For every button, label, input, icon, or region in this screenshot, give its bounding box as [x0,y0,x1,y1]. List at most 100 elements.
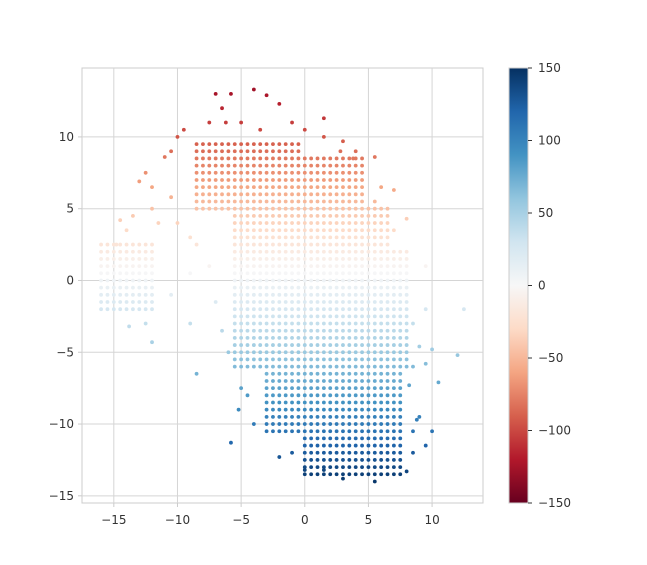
data-point [124,228,129,233]
data-point [334,285,339,290]
data-point [290,271,294,276]
data-point [232,307,237,312]
data-point [391,336,396,340]
data-point [239,292,244,297]
data-point [334,178,339,182]
data-point [143,278,148,283]
data-point [277,386,282,391]
data-point [175,135,180,139]
data-point [258,328,263,333]
data-point [411,321,415,326]
data-point [366,228,371,233]
data-point [385,228,390,233]
data-point [315,300,320,304]
data-point [341,336,345,340]
data-point [328,178,333,182]
data-point [156,221,161,225]
data-point [398,364,403,369]
data-point [366,443,371,448]
data-point [188,321,193,326]
data-point [239,300,244,304]
data-point [290,371,294,376]
data-point [309,192,314,197]
data-point [379,386,384,391]
data-point [321,458,326,462]
data-point [290,386,294,391]
data-point [220,178,224,182]
data-point [271,429,275,434]
data-point [277,422,282,426]
data-point [334,472,339,477]
data-point [347,386,352,391]
data-point [188,271,193,276]
data-point [131,213,135,218]
data-point [226,142,231,146]
data-point [385,206,390,211]
data-point [226,185,231,190]
data-point [271,149,275,154]
data-point [391,228,396,233]
data-point [309,386,314,391]
data-point [118,307,123,312]
data-point [366,213,371,218]
data-point [398,307,403,312]
data-point [226,199,231,204]
data-point [398,278,403,283]
data-point [360,285,364,290]
data-point [118,292,123,297]
data-point [296,163,301,168]
data-point [341,249,345,254]
data-point [105,257,110,261]
data-point [328,221,333,225]
data-point [124,300,129,304]
data-point [277,264,282,269]
data-point [398,249,403,254]
data-point [353,242,358,247]
data-point [411,364,415,369]
data-point [353,414,358,419]
data-point [321,292,326,297]
data-point [360,407,364,412]
data-point [302,199,307,204]
data-point [360,242,364,247]
data-point [328,292,333,297]
data-point [245,278,250,283]
data-point [391,278,396,283]
data-point [328,422,333,426]
data-point [220,156,224,161]
data-point [353,321,358,326]
data-point [328,443,333,448]
data-point [391,343,396,347]
data-point [328,336,333,340]
data-point [391,314,396,319]
data-point [296,178,301,182]
data-point [334,206,339,211]
data-point [321,450,326,455]
data-point [385,336,390,340]
data-point [398,336,403,340]
data-point [372,199,377,204]
data-point [271,321,275,326]
data-point [360,235,364,240]
data-point [385,300,390,304]
data-point [251,307,256,312]
data-point [277,328,282,333]
data-point [385,242,390,247]
data-point [334,436,339,441]
data-point [366,328,371,333]
data-point [213,170,218,175]
data-point [315,364,320,369]
data-point [321,314,326,319]
data-point [379,414,384,419]
data-point [391,371,396,376]
data-point [347,472,352,477]
data-point [341,199,345,204]
data-point [232,149,237,154]
data-point [245,357,250,362]
data-point [360,414,364,419]
data-point [328,163,333,168]
data-point [309,271,314,276]
data-point [391,321,396,326]
data-point [131,300,135,304]
data-point [430,429,434,434]
